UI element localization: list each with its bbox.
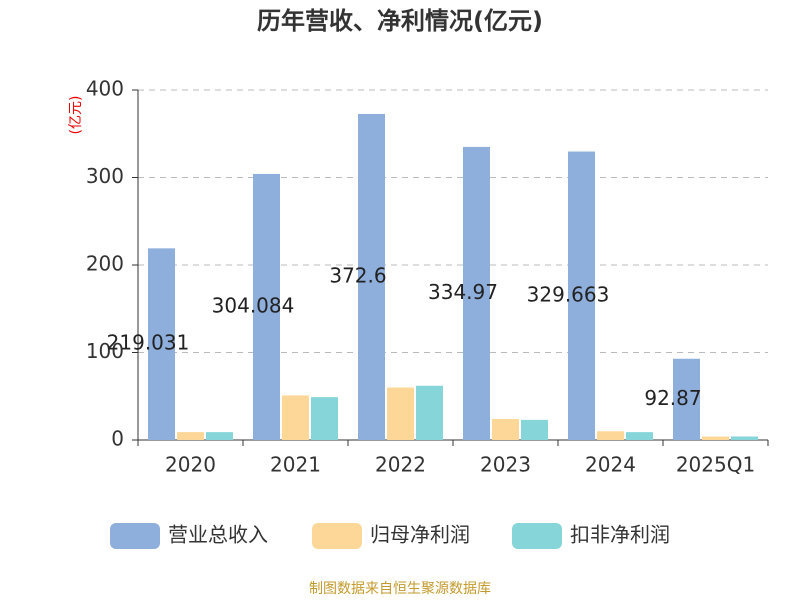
bar [492,419,519,440]
bar [731,436,758,440]
y-tick-label: 0 [111,427,124,451]
data-label: 92.87 [644,386,701,410]
source-note: 制图数据来自恒生聚源数据库 [309,581,491,597]
y-tick-label: 400 [86,77,124,101]
x-tick-label: 2022 [375,453,426,477]
x-tick-label: 2020 [165,453,216,477]
y-tick-label: 100 [86,339,124,363]
bar [416,385,443,440]
data-label: 372.6 [329,263,386,287]
bar [521,419,548,440]
bar [177,432,204,440]
x-tick-label: 2021 [270,453,321,477]
bar [282,395,309,440]
bar [311,397,338,440]
bar [253,173,280,440]
bar [463,146,490,440]
x-tick-label: 2024 [585,453,636,477]
legend-swatch [110,523,160,549]
bar [673,358,700,440]
bar [358,113,385,440]
bar [597,431,624,440]
bar [568,151,595,441]
legend-swatch [312,523,362,549]
data-label: 219.031 [107,331,190,355]
data-label: 329.663 [527,282,610,306]
bar [702,436,729,440]
legend-label: 归母净利润 [370,523,470,547]
legend-label: 营业总收入 [168,523,268,547]
bar [148,248,175,440]
y-axis-label: (亿元) [68,96,84,135]
bar [206,432,233,440]
data-label: 304.084 [212,293,295,317]
y-tick-label: 300 [86,164,124,188]
legend-label: 扣非净利润 [570,523,670,547]
data-label: 334.97 [428,280,498,304]
y-tick-label: 200 [86,252,124,276]
x-tick-label: 2025Q1 [676,453,755,477]
chart-title: 历年营收、净利情况(亿元) [257,7,543,35]
legend-swatch [512,523,562,549]
x-tick-label: 2023 [480,453,531,477]
bar [387,387,414,440]
bar [626,432,653,440]
